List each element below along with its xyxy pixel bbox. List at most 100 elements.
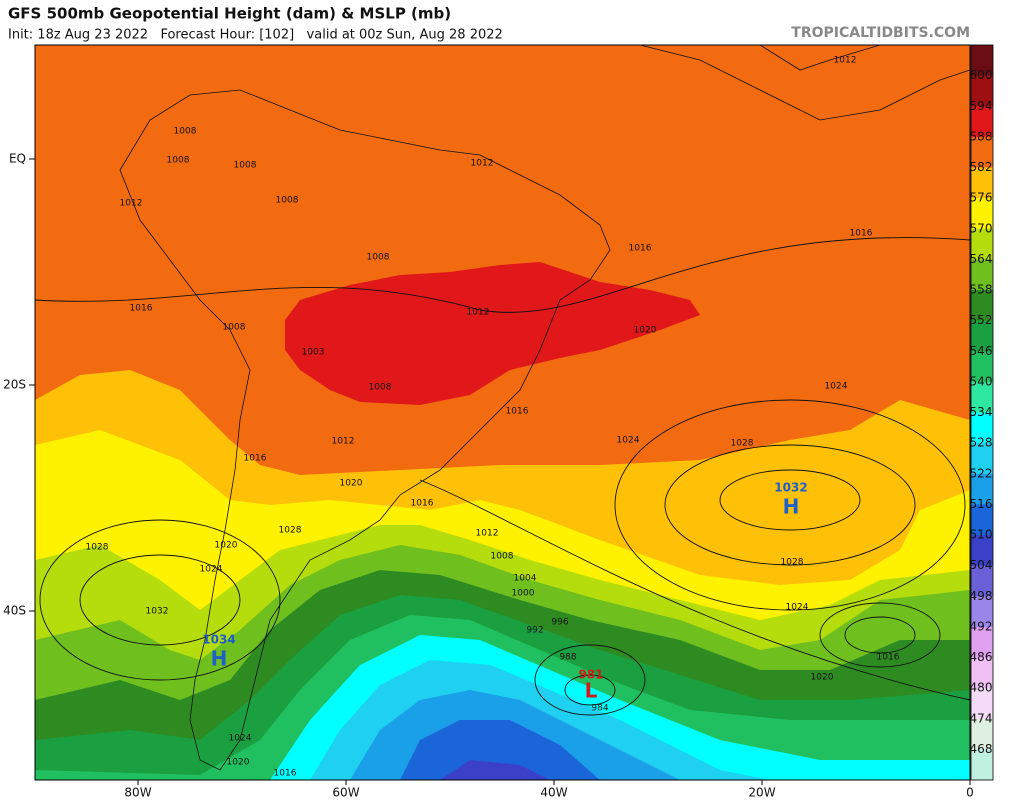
colorbar-label: 582	[970, 160, 993, 174]
isobar-label: 1000	[512, 589, 535, 599]
colorbar-swatch	[971, 504, 993, 536]
pressure-center-label: 1032	[774, 481, 807, 495]
colorbar-label: 504	[970, 558, 993, 572]
isobar-label: 1008	[223, 323, 246, 333]
isobar-label: 992	[526, 626, 543, 636]
isobar-label: 1012	[120, 199, 143, 209]
lat-label: 40S	[3, 604, 26, 618]
band	[440, 760, 550, 780]
isobar-label: 1008	[367, 253, 390, 263]
isobar-label: 1003	[302, 348, 325, 358]
lon-label: 0	[966, 786, 974, 800]
colorbar-swatch	[971, 136, 993, 168]
colorbar-label: 576	[970, 191, 993, 205]
colorbar: 600 594 588 582 576 570 564 558 552 546 540 534 528 5…	[970, 44, 994, 781]
isobar-label: 1028	[86, 543, 109, 553]
pressure-center-label: H	[211, 647, 228, 671]
isobar-label: 1012	[471, 159, 494, 169]
colorbar-swatch	[971, 443, 993, 475]
map-labels: 1012 1008 1008 1008 1012 1012 1008 1016 1016 1008…	[86, 56, 900, 779]
isobar-label: 1016	[274, 769, 297, 779]
colorbar-swatch	[971, 198, 993, 230]
colorbar-swatch	[971, 167, 993, 199]
colorbar-label: 480	[970, 681, 993, 695]
band	[400, 720, 600, 780]
colorbar-swatch	[971, 290, 993, 322]
lon-label: 20W	[748, 786, 775, 800]
pressure-center-label: 981	[578, 668, 603, 682]
colorbar-label: 528	[970, 436, 993, 450]
colorbar-label: 600	[970, 68, 993, 82]
colorbar-swatch	[971, 473, 993, 505]
colorbar-label: 492	[970, 619, 993, 633]
isobar-label: 1028	[731, 439, 754, 449]
site-label: TROPICALTIDBITS.COM	[791, 25, 970, 41]
colorbar-label: 510	[970, 528, 993, 542]
colorbar-label: 594	[970, 99, 993, 113]
colorbar-swatch	[971, 749, 993, 781]
colorbar-label: 516	[970, 497, 993, 511]
subtitle: Init: 18z Aug 23 2022 Forecast Hour: [10…	[8, 28, 503, 43]
lon-label: 60W	[332, 786, 359, 800]
colorbar-swatch	[971, 626, 993, 658]
colorbar-swatch	[971, 259, 993, 291]
isobar-label: 1032	[146, 607, 169, 617]
isobar-label: 996	[551, 618, 568, 628]
isobar-label: 1024	[786, 603, 809, 613]
isobar-label: 1024	[617, 436, 640, 446]
isobar-label: 1008	[174, 127, 197, 137]
pressure-center-label: 1034	[202, 633, 235, 647]
lat-label: EQ	[9, 152, 26, 166]
isobar-label: 1020	[340, 479, 363, 489]
isobar-label: 1008	[276, 196, 299, 206]
colorbar-swatch	[971, 106, 993, 138]
isobar-label: 1020	[811, 673, 834, 683]
isobar-label: 1016	[629, 244, 652, 254]
lon-label: 40W	[540, 786, 567, 800]
isobars	[35, 237, 970, 716]
colorbar-swatch	[971, 657, 993, 689]
colorbar-label: 474	[970, 711, 993, 725]
colorbar-label: 540	[970, 374, 993, 388]
colorbar-swatch	[971, 565, 993, 597]
isobar-label: 1016	[130, 304, 153, 314]
isobar-label: 1024	[229, 734, 252, 744]
colorbar-label: 486	[970, 650, 993, 664]
colorbar-label: 498	[970, 589, 993, 603]
isobar-label: 1020	[634, 326, 657, 336]
map-frame	[34, 44, 971, 781]
isobar-label: 1028	[781, 558, 804, 568]
colorbar-label: 570	[970, 221, 993, 235]
isobar-label: 1008	[491, 552, 514, 562]
colorbar-label: 546	[970, 344, 993, 358]
isobar-label: 1004	[514, 574, 537, 584]
lat-label: 20S	[3, 378, 26, 392]
isobar-label: 1008	[234, 161, 257, 171]
colorbar-swatch	[971, 228, 993, 260]
isobar-label: 1020	[227, 758, 250, 768]
isobar-label: 1012	[467, 308, 490, 318]
isobar-label: 1028	[279, 526, 302, 536]
isobar-label: 1020	[215, 541, 238, 551]
height-field	[35, 45, 970, 780]
colorbar-swatch	[971, 596, 993, 628]
isobar-label: 1012	[476, 529, 499, 539]
colorbar-label: 558	[970, 283, 993, 297]
colorbar-label: 552	[970, 313, 993, 327]
isobar-label: 1024	[825, 382, 848, 392]
colorbar-label: 468	[970, 742, 993, 756]
colorbar-swatch	[971, 381, 993, 413]
colorbar-label: 522	[970, 466, 993, 480]
colorbar-label: 588	[970, 129, 993, 143]
colorbar-swatch	[971, 45, 993, 77]
pressure-center-label: H	[783, 495, 800, 519]
colorbar-swatch	[971, 688, 993, 720]
lon-label: 80W	[124, 786, 151, 800]
isobar-label: 1016	[877, 653, 900, 663]
land-outline	[119, 45, 970, 771]
axes: EQ 20S 40S 80W 60W 40W 20W 0	[3, 152, 974, 800]
isobar-label: 1012	[332, 437, 355, 447]
isobar-label: 1016	[506, 407, 529, 417]
colorbar-label: 534	[970, 405, 993, 419]
